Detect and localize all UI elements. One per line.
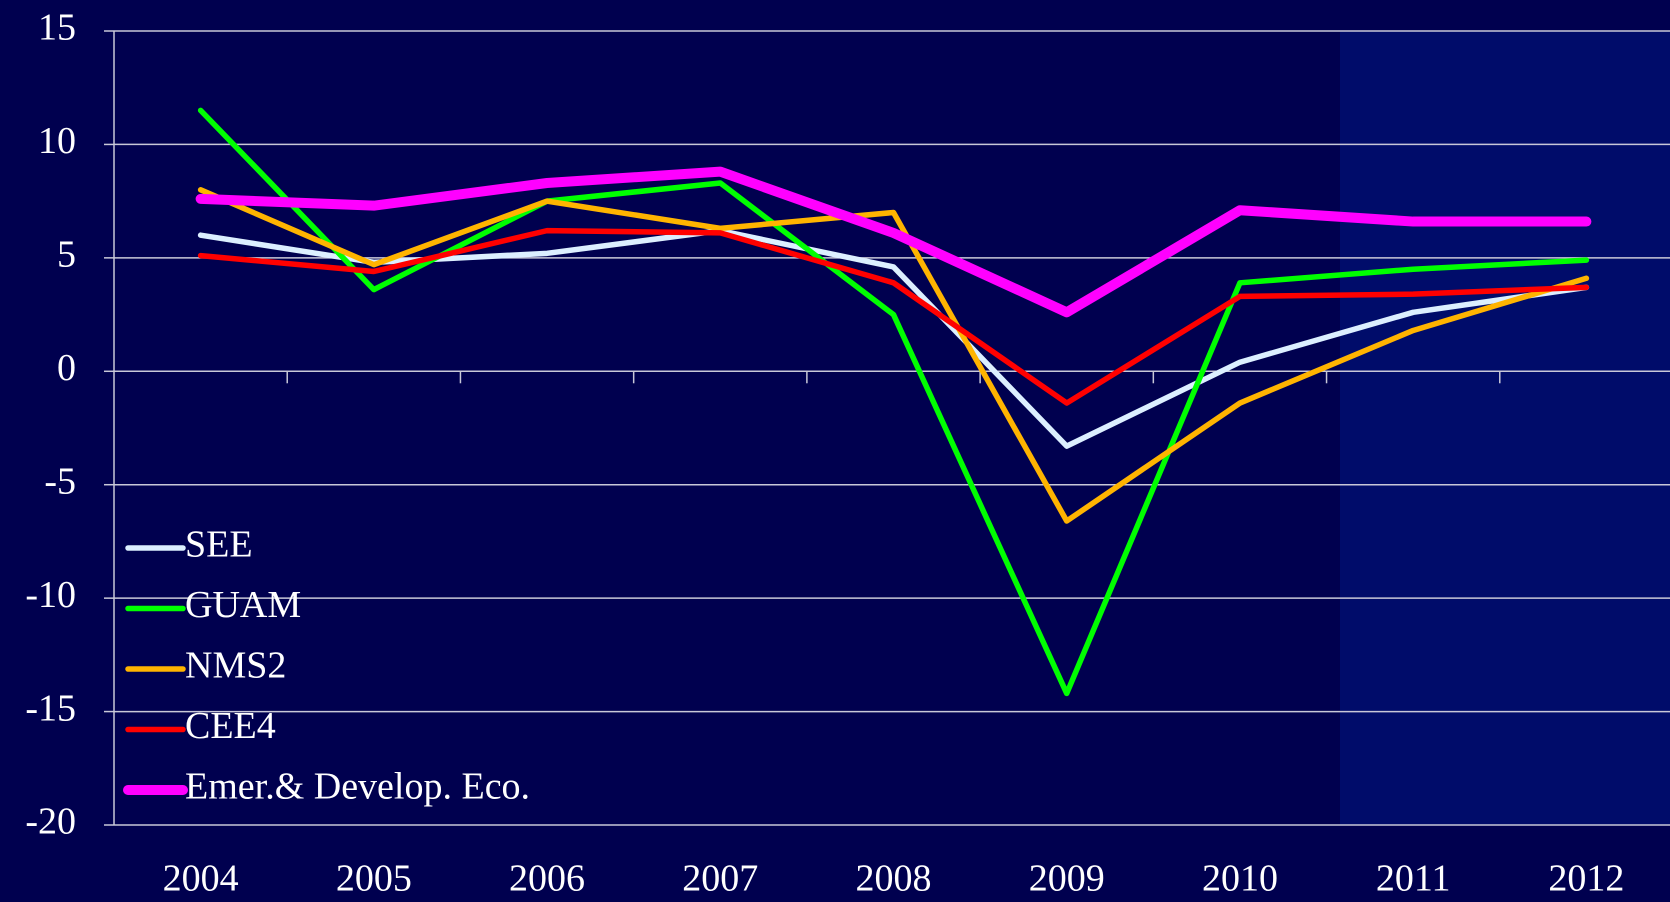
y-tick-label: 5 bbox=[57, 234, 76, 276]
legend-label: Emer.& Develop. Eco. bbox=[185, 766, 530, 808]
x-tick-label: 2007 bbox=[682, 858, 758, 900]
x-tick-label: 2011 bbox=[1376, 858, 1451, 900]
series-line bbox=[197, 187, 1590, 524]
legend-label: SEE bbox=[185, 524, 253, 566]
forecast-shade bbox=[1340, 31, 1670, 825]
legend-label: CEE4 bbox=[185, 705, 276, 747]
series-line bbox=[197, 227, 1590, 406]
y-tick-label: -20 bbox=[25, 801, 76, 843]
x-tick-label: 2010 bbox=[1202, 858, 1278, 900]
x-tick-label: 2004 bbox=[163, 858, 239, 900]
x-tick-label: 2008 bbox=[856, 858, 932, 900]
legend-label: NMS2 bbox=[185, 645, 286, 687]
x-tick-label: 2006 bbox=[509, 858, 585, 900]
y-tick-label: 10 bbox=[38, 120, 76, 162]
y-tick-label: -5 bbox=[44, 460, 76, 502]
y-tick-label: -10 bbox=[25, 574, 76, 616]
y-tick-label: 0 bbox=[57, 347, 76, 389]
series-line bbox=[195, 166, 1592, 318]
y-tick-label: -15 bbox=[25, 687, 76, 729]
x-tick-label: 2009 bbox=[1029, 858, 1105, 900]
legend-label: GUAM bbox=[185, 584, 301, 626]
y-tick-label: 15 bbox=[38, 7, 76, 49]
x-tick-label: 2012 bbox=[1548, 858, 1624, 900]
x-tick-label: 2005 bbox=[336, 858, 412, 900]
